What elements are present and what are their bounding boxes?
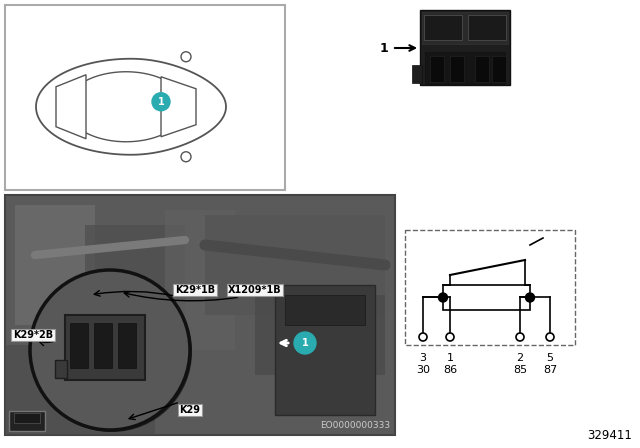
Circle shape — [181, 152, 191, 162]
Bar — [9, 411, 45, 431]
Polygon shape — [161, 77, 196, 137]
Polygon shape — [36, 59, 226, 155]
Circle shape — [32, 272, 192, 432]
Text: 1: 1 — [447, 353, 454, 363]
Bar — [5, 345, 155, 435]
Bar — [70, 323, 88, 368]
Text: 1: 1 — [380, 42, 388, 55]
Bar — [5, 5, 285, 190]
Bar — [475, 56, 489, 82]
Bar — [443, 285, 530, 310]
Text: EO0000000333: EO0000000333 — [320, 421, 390, 430]
Circle shape — [181, 52, 191, 62]
Bar — [430, 56, 444, 82]
Bar — [412, 65, 422, 83]
Bar — [94, 323, 112, 368]
Text: 2: 2 — [516, 353, 524, 363]
Bar — [205, 215, 385, 315]
Text: K29: K29 — [179, 405, 200, 415]
Text: X1209*1B: X1209*1B — [228, 285, 282, 295]
Bar — [285, 295, 365, 325]
Text: 5: 5 — [547, 353, 554, 363]
Bar — [275, 285, 375, 415]
Bar — [424, 15, 462, 40]
Bar — [5, 195, 395, 435]
Circle shape — [419, 333, 427, 341]
Text: 86: 86 — [443, 365, 457, 375]
Bar — [165, 210, 235, 350]
Circle shape — [546, 333, 554, 341]
Text: 329411: 329411 — [587, 429, 632, 442]
Text: 30: 30 — [416, 365, 430, 375]
Bar — [85, 225, 185, 315]
Polygon shape — [66, 72, 186, 142]
Text: 1: 1 — [301, 338, 308, 348]
Bar — [14, 413, 40, 423]
Circle shape — [294, 332, 316, 354]
Bar — [65, 315, 145, 380]
Bar — [15, 205, 95, 325]
Circle shape — [446, 333, 454, 341]
Bar — [422, 12, 508, 44]
Circle shape — [525, 293, 534, 302]
Circle shape — [152, 93, 170, 111]
Text: K29*1B: K29*1B — [175, 285, 215, 295]
Circle shape — [438, 293, 447, 302]
Bar — [450, 56, 464, 82]
Circle shape — [30, 270, 190, 430]
Text: 85: 85 — [513, 365, 527, 375]
Bar — [255, 295, 385, 375]
Circle shape — [516, 333, 524, 341]
Bar — [118, 323, 136, 368]
Bar — [425, 52, 505, 84]
Bar — [420, 10, 510, 85]
Text: 3: 3 — [419, 353, 426, 363]
Text: 87: 87 — [543, 365, 557, 375]
Bar — [468, 15, 506, 40]
Text: 1: 1 — [157, 97, 164, 107]
Bar — [405, 230, 575, 345]
Bar — [492, 56, 506, 82]
Text: K29*2B: K29*2B — [13, 330, 53, 340]
Polygon shape — [56, 75, 86, 139]
Bar — [55, 360, 67, 378]
